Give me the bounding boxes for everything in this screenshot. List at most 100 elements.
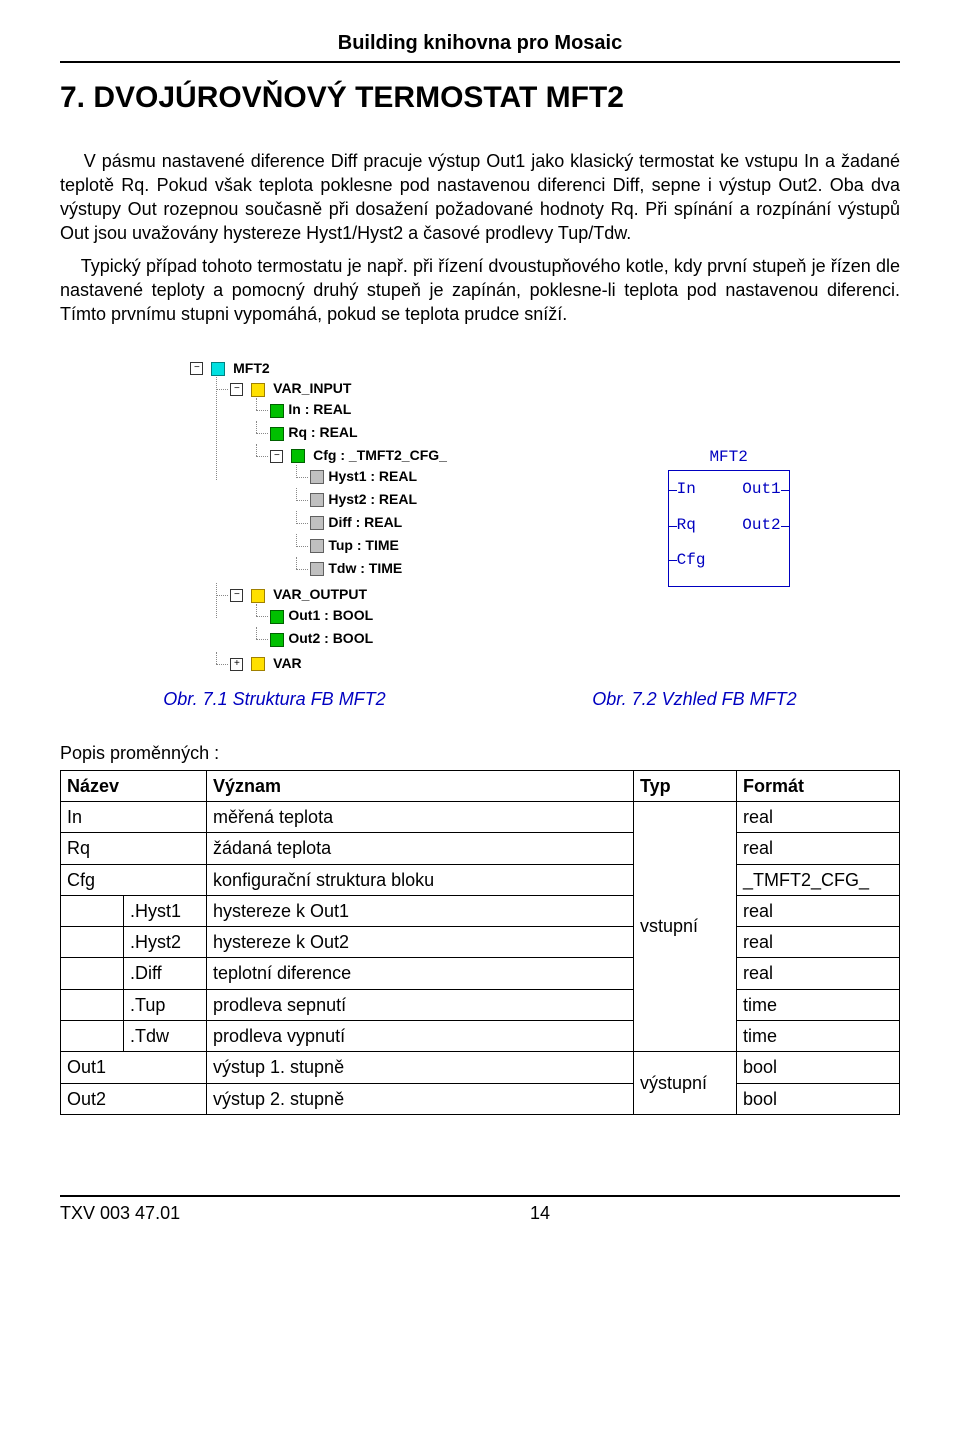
collapse-icon[interactable] [230,589,243,602]
var-icon [291,449,305,463]
fb-port-cfg: Cfg [677,551,706,569]
cell-nazev-sub: .Tup [124,989,207,1020]
table-row: .Diffteplotní diference real [61,958,900,989]
var-icon [270,427,284,441]
table-row: Inměřená teplotavstupníreal [61,801,900,832]
col-vyznam: Význam [207,770,634,801]
cell-format: bool [737,1052,900,1083]
table-intro: Popis proměnných : [60,741,900,765]
cell-vyznam: hystereze k Out2 [207,927,634,958]
cell-typ: vstupní [634,801,737,1051]
cell-format: real [737,833,900,864]
tree-item-label: Tup : TIME [328,537,399,553]
fb-port-out1: Out1 [742,479,780,501]
fb-port-rq: Rq [677,515,696,537]
tree-item-label: Cfg : _TMFT2_CFG_ [313,447,447,463]
cell-nazev: Rq [61,833,207,864]
cell-vyznam: hystereze k Out1 [207,895,634,926]
group-icon [251,383,265,397]
tree-item-label: Out1 : BOOL [288,607,373,623]
cell-vyznam: konfigurační struktura bloku [207,864,634,895]
collapse-icon[interactable] [230,383,243,396]
cell-nazev: Cfg [61,864,207,895]
cell-nazev [61,958,124,989]
section-title: 7. DVOJÚROVŇOVÝ TERMOSTAT MFT2 [60,78,900,119]
paragraph-2: Typický případ tohoto termostatu je např… [60,254,900,327]
table-header-row: Název Význam Typ Formát [61,770,900,801]
var-icon [270,404,284,418]
tree-item-label: Hyst1 : REAL [328,468,417,484]
cell-typ: výstupní [634,1052,737,1115]
tree-item-label: Diff : REAL [328,514,402,530]
tree-item-label: Rq : REAL [288,424,357,440]
col-typ: Typ [634,770,737,801]
tree-varoutput-label: VAR_OUTPUT [273,586,367,602]
field-icon [310,470,324,484]
cell-vyznam: prodleva sepnutí [207,989,634,1020]
var-icon [270,610,284,624]
page-header: Building knihovna pro Mosaic [60,30,900,63]
table-row: Out2výstup 2. stupněbool [61,1083,900,1114]
table-row: Cfgkonfigurační struktura bloku_TMFT2_CF… [61,864,900,895]
fb-title: MFT2 [668,447,790,471]
field-icon [310,562,324,576]
cell-vyznam: žádaná teplota [207,833,634,864]
group-icon [251,657,265,671]
cell-format: real [737,895,900,926]
cell-nazev: Out2 [61,1083,207,1114]
tree-varinput-label: VAR_INPUT [273,380,351,396]
group-icon [251,589,265,603]
cell-vyznam: prodleva vypnutí [207,1021,634,1052]
variables-table: Název Význam Typ Formát Inměřená teplota… [60,770,900,1115]
cell-vyznam: výstup 2. stupně [207,1083,634,1114]
cell-format: time [737,989,900,1020]
tree-item-label: Out2 : BOOL [288,630,373,646]
cell-nazev [61,895,124,926]
footer-page: 14 [180,1201,900,1225]
fb-port-in: In [677,479,696,501]
tree-item-label: Hyst2 : REAL [328,491,417,507]
cell-nazev [61,1021,124,1052]
figure-caption-1: Obr. 7.1 Struktura FB MFT2 [163,687,385,711]
tree-root-label: MFT2 [233,360,270,376]
cell-nazev [61,989,124,1020]
cell-nazev-sub: .Diff [124,958,207,989]
structure-tree: MFT2 VAR_INPUT In : REAL Rq : REAL [170,357,447,677]
cell-format: real [737,927,900,958]
cell-format: real [737,801,900,832]
col-nazev: Název [61,770,207,801]
collapse-icon[interactable] [190,362,203,375]
block-icon [211,362,225,376]
fb-port-out2: Out2 [742,515,780,537]
table-row: .Tdwprodleva vypnutí time [61,1021,900,1052]
page-footer: TXV 003 47.01 14 [60,1195,900,1225]
table-row: .Hyst2hystereze k Out2 real [61,927,900,958]
cell-nazev-sub: .Hyst1 [124,895,207,926]
expand-icon[interactable] [230,658,243,671]
cell-format: real [737,958,900,989]
cell-vyznam: teplotní diference [207,958,634,989]
cell-nazev: In [61,801,207,832]
tree-item-label: In : REAL [288,401,351,417]
footer-docid: TXV 003 47.01 [60,1201,180,1225]
collapse-icon[interactable] [270,450,283,463]
cell-nazev-sub: .Hyst2 [124,927,207,958]
table-row: Out1výstup 1. stupněvýstupníbool [61,1052,900,1083]
table-row: .Hyst1hystereze k Out1 real [61,895,900,926]
cell-nazev: Out1 [61,1052,207,1083]
table-row: .Tupprodleva sepnutí time [61,989,900,1020]
field-icon [310,493,324,507]
cell-format: time [737,1021,900,1052]
figure-caption-2: Obr. 7.2 Vzhled FB MFT2 [592,687,796,711]
cell-vyznam: výstup 1. stupně [207,1052,634,1083]
fb-block-diagram: MFT2 In Out1 Rq Out2 Cfg [668,447,790,587]
paragraph-1: V pásmu nastavené diference Diff pracuje… [60,149,900,246]
tree-item-label: Tdw : TIME [328,560,402,576]
col-format: Formát [737,770,900,801]
tree-var-label: VAR [273,655,302,671]
var-icon [270,633,284,647]
table-row: Rqžádaná teplota real [61,833,900,864]
cell-nazev-sub: .Tdw [124,1021,207,1052]
cell-vyznam: měřená teplota [207,801,634,832]
field-icon [310,539,324,553]
